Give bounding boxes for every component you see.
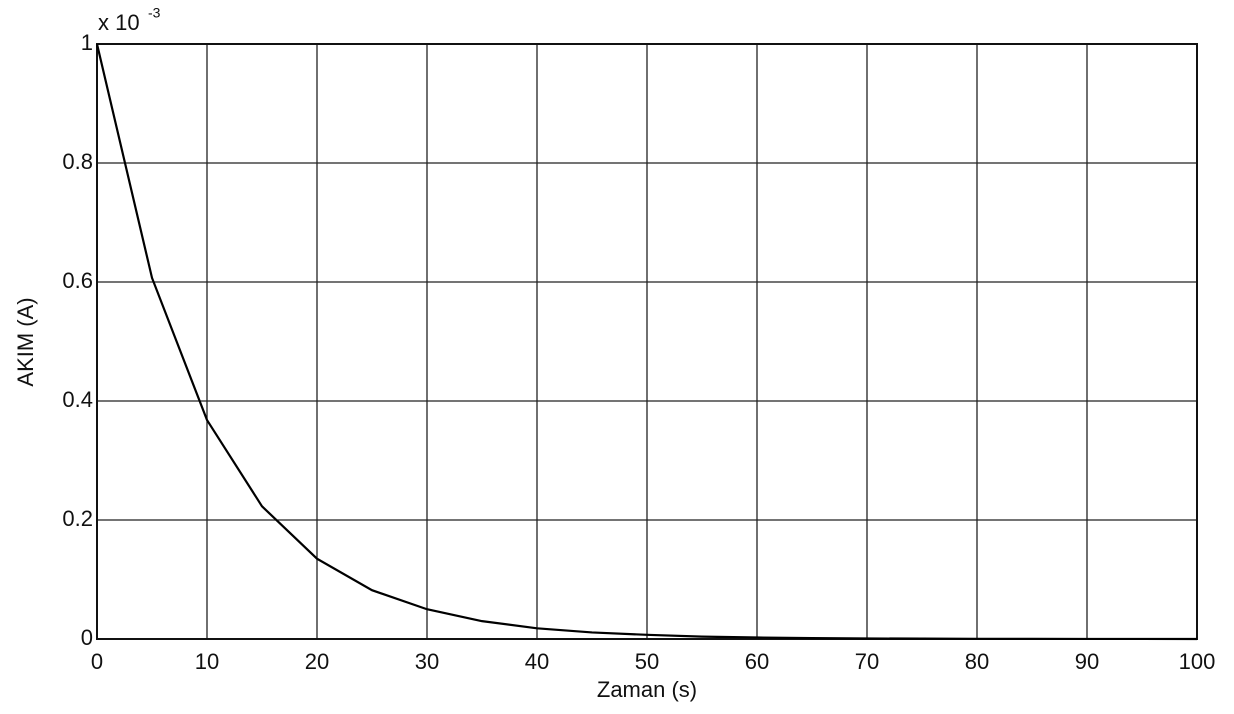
y-tick-label: 0 (81, 625, 93, 650)
x-axis-label: Zaman (s) (597, 677, 697, 702)
y-axis-label: AKIM (A) (13, 297, 38, 386)
x-tick-label: 20 (305, 649, 329, 674)
y-tick-label: 0.6 (62, 268, 93, 293)
x-tick-label: 10 (195, 649, 219, 674)
y-tick-label: 0.2 (62, 506, 93, 531)
x-tick-label: 0 (91, 649, 103, 674)
y-tick-label: 1 (81, 30, 93, 55)
x-tick-label: 90 (1075, 649, 1099, 674)
x-tick-label: 40 (525, 649, 549, 674)
background (0, 0, 1234, 714)
x-tick-label: 60 (745, 649, 769, 674)
y-multiplier: x 10 (98, 10, 140, 35)
x-tick-label: 80 (965, 649, 989, 674)
x-tick-label: 30 (415, 649, 439, 674)
x-tick-label: 70 (855, 649, 879, 674)
chart: AKIM (A) Zaman (s) x 10 -3 0 0.2 0.4 0.6 0.8… (0, 0, 1234, 714)
y-tick-label: 0.8 (62, 149, 93, 174)
y-multiplier-exponent: -3 (148, 5, 161, 21)
x-tick-label: 100 (1179, 649, 1216, 674)
x-tick-label: 50 (635, 649, 659, 674)
y-tick-label: 0.4 (62, 387, 93, 412)
